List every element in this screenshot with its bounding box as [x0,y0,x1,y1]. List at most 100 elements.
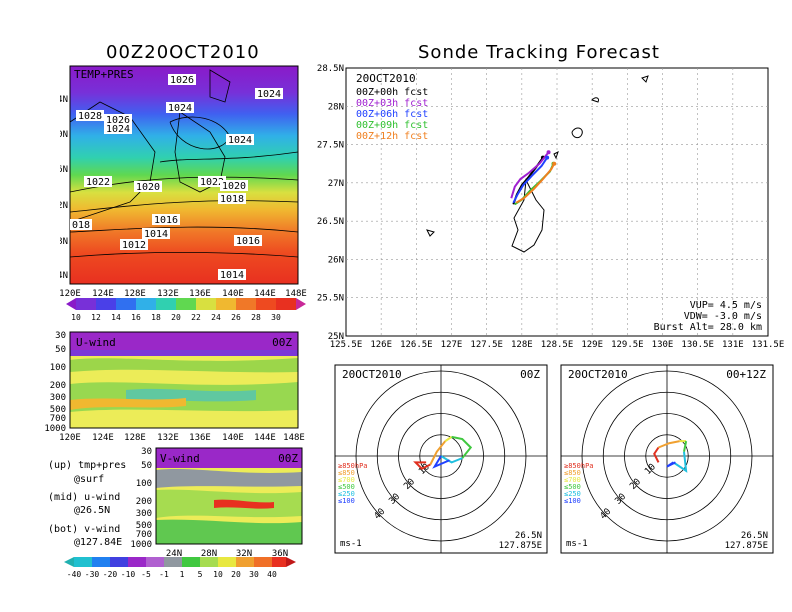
hodo-date: 20OCT2010 [568,368,628,381]
isobar-label: 1016 [154,215,178,226]
hodo-time: 00Z [520,368,540,381]
lon-tick: 126.5E [400,340,433,350]
lon-tick: 132E [157,433,179,442]
wind-colorbar-label: 1 [180,570,185,579]
wind-colorbar-label: -10 [121,570,136,579]
wind-colorbar-label: -5 [141,570,151,579]
hodo-legend-item: ≤100 [564,497,581,505]
burst-text: Burst Alt= 28.0 km [654,322,762,333]
track-series-line [515,163,556,204]
track-series-line [512,157,548,204]
lat-tick: 32N [60,201,68,211]
lon-tick: 148E [285,289,307,299]
p-tick: 300 [50,393,66,403]
lon-tick: 128E [511,340,533,350]
p-tick: 1000 [130,540,152,550]
p-tick: 700 [136,530,152,540]
track-end-point [545,155,550,160]
right-title: Sonde Tracking Forecast [418,42,660,63]
lon-tick: 120E [59,433,81,442]
temp-pres-map: 1026 1024 1028 1026 1024 1024 1024 1022 … [60,65,307,322]
isobar-label: 1022 [200,177,224,188]
lat-tick: 25.5N [317,294,344,304]
lon-tick: 129E [581,340,603,350]
isobar-label: 1014 [220,270,244,281]
hodo-lat: 26.5N [741,531,768,541]
note-bot2: @127.84E [74,537,123,548]
hodo-legend-item: ≤250 [564,490,581,498]
colorbar-label: 14 [111,313,121,322]
note-mid2: @26.5N [74,505,111,516]
isobar-label: 1020 [136,182,160,193]
hodo-series-line [413,461,431,470]
hodo-legend-item: ≤700 [338,476,355,484]
lon-tick: 132E [157,289,179,299]
lon-tick: 126E [370,340,392,350]
isobar-label: 1022 [86,177,110,188]
lat-tick: 26N [328,255,344,265]
hodo-lat: 26.5N [515,531,542,541]
lat-tick: 28N [328,102,344,112]
wind-colorbar-label: 5 [198,570,203,579]
hodo-series-line [429,440,447,465]
hodo-legend-item: ≤850 [338,469,355,477]
wind-colorbar: -40 -30 -20 -10 -5 -1 1 5 10 20 30 40 [64,557,296,579]
lon-tick: 131E [722,340,744,350]
lon-tick: 127E [441,340,463,350]
note-mid: (mid) u-wind [48,492,121,503]
wind-colorbar-label: 10 [213,570,223,579]
p-tick: 100 [50,363,66,373]
lon-tick: 128E [124,433,146,442]
lat-tick: 25N [328,332,344,342]
hodo-series-line [440,455,463,464]
lon-tick: 124E [92,289,114,299]
temp-colorbar [66,298,306,310]
track-legend-item: 00Z+09h fcst [356,120,428,131]
p-tick: 30 [141,447,152,457]
lat-tick: 28.5N [317,64,344,74]
hodo-legend-item: ≥850hPa [564,462,594,470]
hodo-legend-item: ≤850 [564,469,581,477]
p-tick: 50 [141,461,152,471]
p-tick: 30 [55,331,66,341]
p-tick: 50 [55,345,66,355]
lat-tick: 27.5N [317,141,344,151]
hodo-lon: 127.875E [725,541,768,551]
hodo-unit: ms-1 [566,539,588,549]
uwind-time: 00Z [272,336,292,349]
colorbar-label: 24 [211,313,221,322]
lon-tick: 120E [60,289,81,299]
isobar-label: 1026 [106,115,130,126]
uwind-panel: U-wind 00Z 30 50 100 200 300 500 700 100… [44,331,305,442]
lon-tick: 127.5E [470,340,503,350]
isobar-label: 1016 [236,236,260,247]
lon-tick: 148E [283,433,305,442]
lat-tick: 26.5N [317,217,344,227]
lon-tick: 128E [124,289,146,299]
hodo-legend-item: ≤250 [338,490,355,498]
lon-tick: 129.5E [611,340,644,350]
isobar-label: 1012 [122,240,146,251]
hodo-unit: ms-1 [340,539,362,549]
vwind-panel: V-wind 00Z 30 50 100 200 300 500 700 100… [130,447,303,558]
isobar-label: 1028 [78,111,102,122]
lon-tick: 140E [222,433,244,442]
lon-tick: 130E [652,340,674,350]
lat-tick: 28N [60,237,68,247]
hodo-time: 00+12Z [726,368,766,381]
lon-tick: 136E [189,289,211,299]
map-panel-label: TEMP+PRES [74,68,134,81]
track-legend-item: 00Z+12h fcst [356,131,428,142]
lon-tick: 128.5E [541,340,574,350]
vwind-label: V-wind [160,452,200,465]
lat-tick: 36N [272,549,288,558]
vdw-text: VDW= -3.0 m/s [684,311,762,322]
wind-colorbar-label: -1 [159,570,169,579]
track-legend-item: 00Z+06h fcst [356,109,428,120]
isobar-label: 1026 [170,75,194,86]
hodo-legend-item: ≤500 [338,483,355,491]
vwind-time: 00Z [278,452,298,465]
wind-colorbar-label: 40 [267,570,277,579]
